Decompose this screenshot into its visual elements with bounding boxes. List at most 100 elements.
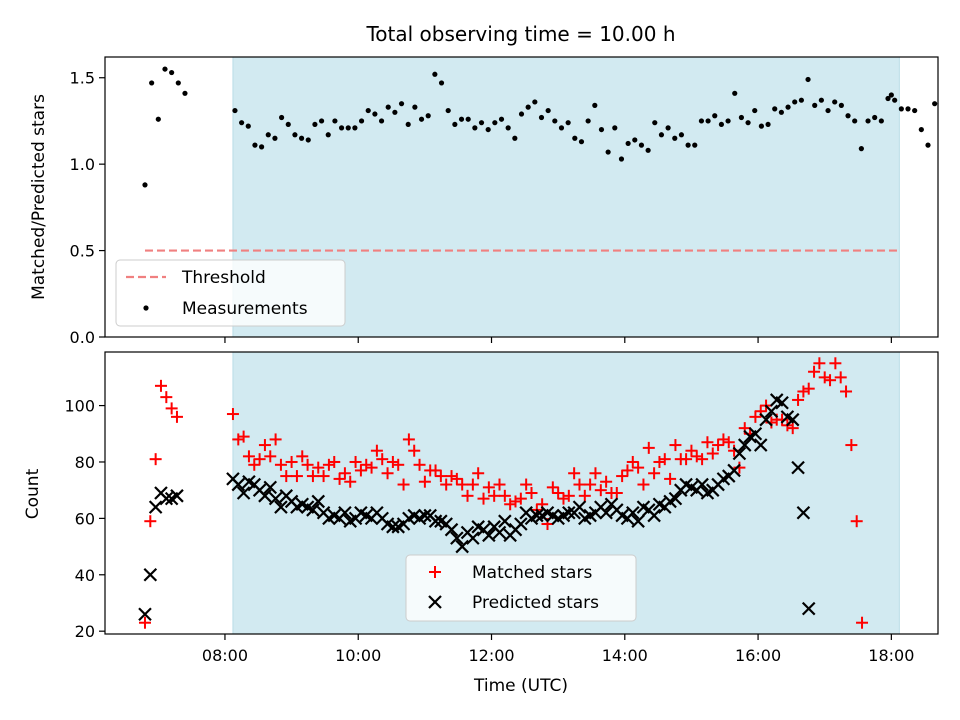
top-y-axis-label: Matched/Predicted stars xyxy=(29,94,49,300)
measurement-point xyxy=(545,107,551,114)
measurement-point xyxy=(658,132,665,138)
top-measurement-marks xyxy=(142,66,938,188)
measurement-point xyxy=(338,125,345,131)
measurement-point xyxy=(149,80,155,86)
predicted-star-point xyxy=(732,446,747,461)
matched-star-point xyxy=(154,379,167,392)
matched-star-point xyxy=(376,453,389,466)
matched-star-point xyxy=(333,472,346,485)
legend-predicted-label: Predicted stars xyxy=(472,593,599,613)
legend-predicted-swatch xyxy=(428,595,442,609)
measurement-point xyxy=(645,147,651,153)
matched-star-point xyxy=(712,439,725,452)
measurement-point xyxy=(358,118,365,124)
legend-measurements-swatch xyxy=(143,305,149,311)
measurement-point xyxy=(618,156,625,162)
measurement-point xyxy=(932,101,938,107)
matched-star-point xyxy=(322,458,335,471)
measurement-point xyxy=(898,106,904,112)
measurement-point xyxy=(259,144,265,150)
matched-star-point xyxy=(589,467,602,480)
matched-star-point xyxy=(797,385,810,398)
y-tick-label: 1.5 xyxy=(70,69,95,88)
matched-star-point xyxy=(365,461,378,474)
measurement-point xyxy=(398,101,405,107)
matched-star-point xyxy=(280,470,293,483)
measurement-point xyxy=(239,120,245,126)
matched-star-point xyxy=(706,447,719,460)
measurement-point xyxy=(558,125,565,131)
y-tick-label: 100 xyxy=(64,397,95,416)
matched-star-point xyxy=(413,458,426,471)
matched-star-point xyxy=(397,478,410,491)
measurement-point xyxy=(418,116,425,122)
measurement-point xyxy=(845,113,851,119)
measurement-point xyxy=(625,140,631,147)
measurement-point xyxy=(425,113,431,119)
measurement-point xyxy=(532,99,538,105)
x-tick-label: 10:00 xyxy=(335,646,381,665)
measurement-point xyxy=(365,107,371,114)
measurement-point xyxy=(272,135,278,141)
y-tick-label: 0.5 xyxy=(70,242,95,261)
predicted-star-point xyxy=(159,491,174,506)
predicted-star-point xyxy=(148,500,163,514)
legend-threshold-label: Threshold xyxy=(181,268,266,288)
measurement-point xyxy=(598,126,605,133)
matched-star-point xyxy=(685,444,698,457)
measurement-point xyxy=(298,135,305,141)
measurement-point xyxy=(245,123,251,129)
y-tick-label: 40 xyxy=(75,566,95,585)
matched-star-point xyxy=(525,487,538,499)
matched-star-point xyxy=(808,365,821,378)
measurement-point xyxy=(872,114,878,121)
predicted-star-point xyxy=(492,525,507,540)
measurement-point xyxy=(685,142,691,148)
predicted-star-point xyxy=(764,404,779,418)
matched-star-point xyxy=(813,357,826,370)
matched-star-point xyxy=(285,455,298,468)
measurement-point xyxy=(325,132,331,138)
measurement-point xyxy=(765,121,771,128)
measurement-point xyxy=(858,146,864,152)
bottom-panel: 20 40 60 80 100 08:00 10:00 12:00 14:00 16:00 18:… xyxy=(23,351,939,696)
measurement-point xyxy=(638,142,645,148)
predicted-star-point xyxy=(785,412,800,427)
measurement-point xyxy=(592,102,598,108)
legend-matched-label: Matched stars xyxy=(472,563,592,583)
matched-star-point xyxy=(290,470,303,483)
matched-star-point xyxy=(258,439,271,452)
matched-star-point xyxy=(170,410,183,423)
bottom-axes-frame xyxy=(104,351,939,635)
measurement-point xyxy=(705,118,711,124)
measurement-point xyxy=(818,97,824,103)
x-tick-label: 14:00 xyxy=(602,646,648,665)
predicted-star-point xyxy=(450,531,464,545)
measurement-point xyxy=(672,135,678,141)
measurement-point xyxy=(825,107,831,114)
y-tick-label: 80 xyxy=(75,453,95,472)
measurement-point xyxy=(578,139,585,145)
x-tick-label: 18:00 xyxy=(868,646,914,665)
predicted-star-point xyxy=(775,395,789,410)
matched-star-point xyxy=(450,472,463,485)
matched-star-point xyxy=(845,439,858,452)
matched-star-point xyxy=(138,616,151,629)
matched-star-point xyxy=(840,385,853,398)
matched-star-point xyxy=(616,470,629,483)
predicted-star-point xyxy=(143,568,158,582)
matched-star-point xyxy=(600,475,613,488)
matched-star-point xyxy=(445,470,458,483)
predicted-star-point xyxy=(418,508,432,523)
measurement-point xyxy=(292,132,298,138)
predicted-star-point xyxy=(498,514,512,528)
matched-star-point xyxy=(408,444,421,457)
matched-star-point xyxy=(690,450,703,463)
matched-star-point xyxy=(584,478,597,491)
measurement-point xyxy=(805,76,811,83)
predicted-star-point xyxy=(748,427,763,441)
measurement-point xyxy=(865,118,871,124)
predicted-star-point xyxy=(386,520,400,534)
matched-star-point xyxy=(546,481,559,494)
bottom-count-marks xyxy=(138,357,869,629)
